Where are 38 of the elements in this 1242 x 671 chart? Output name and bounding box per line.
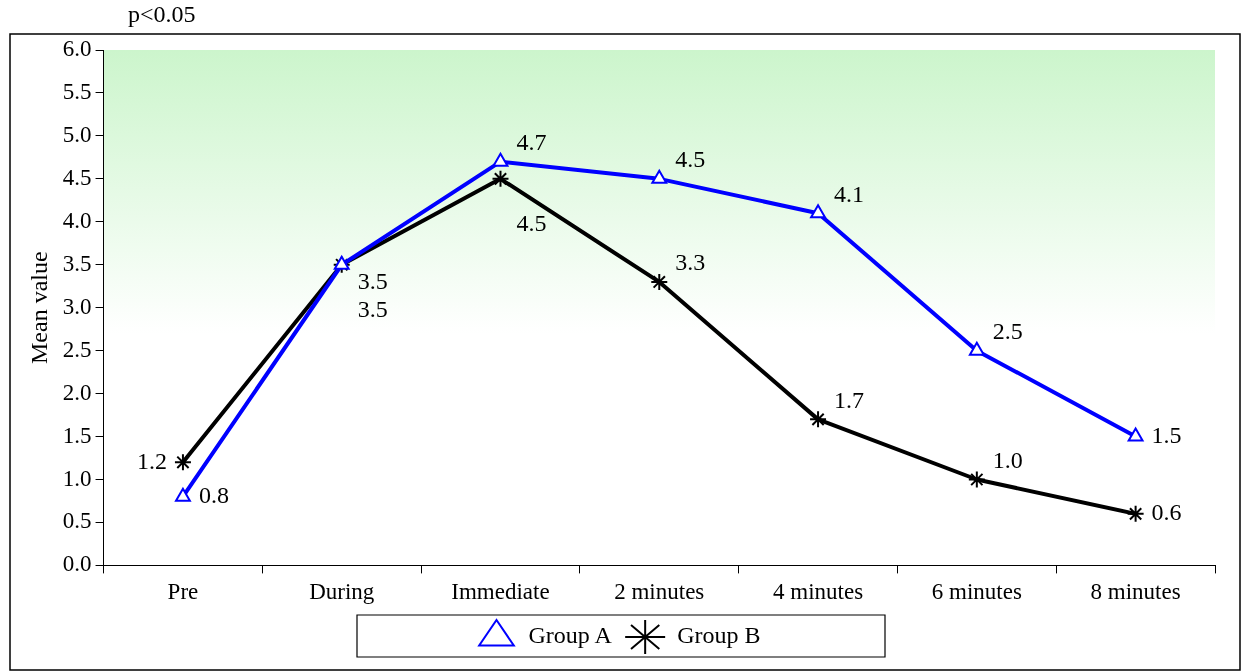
x-tick-label: 2 minutes — [614, 579, 705, 605]
y-axis-title: Mean value — [25, 251, 52, 365]
data-label: 3.5 — [357, 296, 388, 323]
text: p<0.05 — [128, 1, 196, 28]
data-label: 1.0 — [992, 446, 1023, 473]
y-tick-label: 2.0 — [62, 379, 92, 405]
legend-label: Group A — [528, 622, 613, 649]
data-label: 4.1 — [834, 180, 865, 207]
legend-label: Group B — [677, 622, 761, 649]
x-tick-label: 6 minutes — [931, 579, 1022, 605]
y-tick-label: 5.5 — [62, 79, 92, 104]
y-tick-label: 4.0 — [62, 207, 92, 233]
data-label: 4.5 — [516, 210, 547, 237]
x-tick-label: Pre — [167, 579, 199, 605]
y-tick-label: 3.0 — [62, 293, 92, 319]
x-tick-label: 8 minutes — [1090, 579, 1181, 605]
data-label: 4.7 — [516, 128, 547, 155]
data-label: 1.5 — [1151, 421, 1182, 448]
y-tick-label: 6.0 — [62, 36, 92, 62]
y-tick-label: 0.0 — [62, 551, 92, 577]
y-tick-label: 3.5 — [62, 250, 92, 276]
y-tick-label: 1.5 — [62, 422, 92, 448]
x-tick-label: Immediate — [451, 579, 550, 605]
data-label: 4.5 — [675, 146, 706, 173]
data-label: 1.2 — [136, 447, 167, 474]
y-tick-label: 0.5 — [62, 508, 92, 534]
data-label: 3.5 — [357, 268, 388, 295]
data-label: 1.7 — [834, 386, 865, 413]
data-label: 2.5 — [992, 317, 1023, 344]
y-tick-label: 5.0 — [62, 121, 92, 147]
data-label: 0.6 — [1151, 499, 1182, 526]
x-tick-label: 4 minutes — [773, 579, 864, 605]
data-label: 3.3 — [675, 249, 706, 276]
y-tick-label: 4.5 — [62, 164, 92, 190]
data-label: 0.8 — [198, 481, 229, 508]
x-tick-label: During — [309, 579, 375, 605]
y-tick-label: 1.0 — [62, 465, 92, 491]
y-tick-label: 2.5 — [62, 336, 92, 362]
